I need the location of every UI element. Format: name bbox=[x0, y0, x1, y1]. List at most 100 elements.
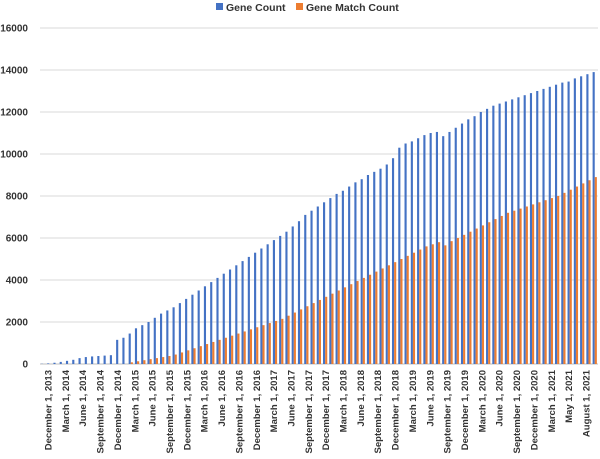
gene-match-count-bar bbox=[243, 331, 246, 364]
gene-match-count-bar bbox=[143, 360, 146, 364]
gene-match-count-bar bbox=[394, 262, 397, 364]
gene-match-count-bar bbox=[224, 337, 227, 364]
gene-match-count-bar bbox=[318, 299, 321, 364]
gene-count-bar bbox=[511, 99, 514, 365]
gene-count-bar bbox=[467, 119, 470, 364]
gene-count-bar bbox=[567, 81, 570, 365]
y-tick-label: 2000 bbox=[6, 318, 29, 329]
gene-count-bar bbox=[47, 363, 50, 364]
gene-count-bar bbox=[417, 138, 420, 364]
gene-match-count-bar bbox=[137, 361, 140, 364]
gene-match-count-bar bbox=[582, 183, 585, 364]
gene-match-count-bar bbox=[588, 180, 591, 364]
gene-count-bar bbox=[360, 179, 363, 364]
x-tick-label: June 1, 2016 bbox=[217, 370, 228, 427]
x-tick-label: May 1, 2021 bbox=[564, 369, 575, 423]
gene-count-bar bbox=[203, 286, 207, 364]
x-tick-label: March 1, 2017 bbox=[269, 370, 280, 432]
gene-count-bar bbox=[504, 101, 507, 364]
gene-count-bar bbox=[391, 158, 395, 364]
gene-count-bar bbox=[379, 168, 382, 364]
gene-match-count-bar bbox=[569, 189, 572, 364]
gene-count-bar bbox=[84, 357, 87, 364]
y-tick-label: 8000 bbox=[6, 192, 29, 203]
gene-count-bar bbox=[141, 325, 144, 364]
gene-count-bar bbox=[573, 78, 576, 365]
gene-count-bar bbox=[523, 95, 526, 364]
gene-match-count-bar bbox=[412, 252, 416, 364]
gene-match-count-bar bbox=[525, 206, 528, 364]
x-tick-label: December 1, 2020 bbox=[529, 370, 540, 450]
gene-count-bar bbox=[385, 164, 388, 364]
gene-match-count-bar bbox=[193, 348, 196, 364]
gene-match-count-bar bbox=[425, 246, 428, 364]
gene-count-bar bbox=[109, 355, 112, 364]
gene-count-bar bbox=[517, 97, 520, 365]
x-tick-label: June 1, 2017 bbox=[286, 370, 297, 427]
gene-match-count-bar bbox=[438, 242, 441, 364]
y-tick-label: 6000 bbox=[6, 234, 29, 245]
gene-match-count-bar bbox=[519, 208, 522, 364]
gene-match-count-bar bbox=[130, 362, 133, 364]
gene-count-bar bbox=[435, 131, 438, 364]
gene-count-bar bbox=[216, 277, 219, 364]
gene-count-bar bbox=[529, 93, 533, 364]
legend-swatch-gene-count bbox=[216, 3, 223, 10]
gene-match-count-bar bbox=[419, 249, 422, 364]
y-tick-label: 14000 bbox=[0, 66, 28, 77]
y-tick-label: 16000 bbox=[0, 24, 28, 35]
gene-count-bar bbox=[335, 193, 338, 364]
y-tick-label: 12000 bbox=[0, 108, 28, 119]
legend-swatch-gene-match-count bbox=[296, 3, 303, 10]
y-axis-ticks: 0 2000 4000 6000 8000 10000 12000 14000 16000 bbox=[0, 24, 28, 371]
gene-count-bar bbox=[423, 135, 426, 364]
x-tick-label: June 1, 2020 bbox=[495, 370, 506, 427]
legend-label-gene-match-count: Gene Match Count bbox=[306, 2, 399, 14]
gene-count-bar bbox=[260, 248, 263, 364]
gene-count-bar bbox=[429, 133, 432, 364]
x-tick-label: September 1, 2018 bbox=[373, 370, 384, 453]
gene-count-bar bbox=[291, 226, 294, 364]
gene-match-count-bar bbox=[488, 222, 491, 364]
gene-match-count-bar bbox=[469, 231, 472, 364]
x-tick-label: June 1, 2015 bbox=[148, 369, 159, 426]
gene-match-count-bar bbox=[375, 271, 378, 364]
gene-count-bar bbox=[404, 143, 407, 364]
gene-count-bar bbox=[128, 333, 131, 364]
gene-match-count-bar bbox=[287, 315, 290, 364]
gene-count-bar bbox=[241, 261, 244, 364]
gene-match-count-bar bbox=[369, 274, 372, 364]
gene-match-count-bar bbox=[343, 287, 347, 364]
legend-label-gene-count: Gene Count bbox=[226, 2, 286, 14]
gene-count-bar bbox=[65, 360, 69, 364]
gene-match-count-bar bbox=[199, 346, 202, 364]
gene-match-count-bar bbox=[249, 329, 253, 364]
gene-count-bar bbox=[279, 235, 282, 364]
y-tick-label: 10000 bbox=[0, 150, 28, 161]
gene-count-bar bbox=[122, 337, 125, 364]
gene-match-count-bar bbox=[155, 358, 158, 364]
gene-count-bar bbox=[210, 282, 213, 364]
gene-match-count-bar bbox=[281, 318, 284, 364]
gene-count-bar bbox=[310, 210, 313, 364]
gene-match-count-bar bbox=[162, 357, 165, 364]
gene-count-bar bbox=[103, 355, 106, 364]
gene-count-bar bbox=[554, 84, 558, 364]
gene-count-bar bbox=[254, 252, 257, 364]
gene-count-bar bbox=[460, 123, 464, 364]
x-tick-label: August 1, 2021 bbox=[582, 369, 593, 437]
gene-count-bar bbox=[116, 339, 119, 364]
gene-count-bar bbox=[91, 356, 94, 364]
gene-count-bar bbox=[561, 82, 564, 364]
gene-match-count-bar bbox=[262, 325, 265, 364]
x-tick-label: March 1, 2020 bbox=[477, 370, 488, 432]
gene-match-count-bar bbox=[563, 192, 566, 364]
gene-match-count-bar bbox=[237, 333, 240, 364]
gene-count-bar bbox=[222, 273, 225, 364]
gene-count-bar bbox=[323, 202, 326, 364]
gene-match-count-bar bbox=[463, 234, 466, 364]
x-tick-label: June 1, 2019 bbox=[425, 370, 436, 427]
gene-match-count-bar bbox=[450, 241, 453, 364]
gene-match-count-bar bbox=[325, 296, 328, 364]
